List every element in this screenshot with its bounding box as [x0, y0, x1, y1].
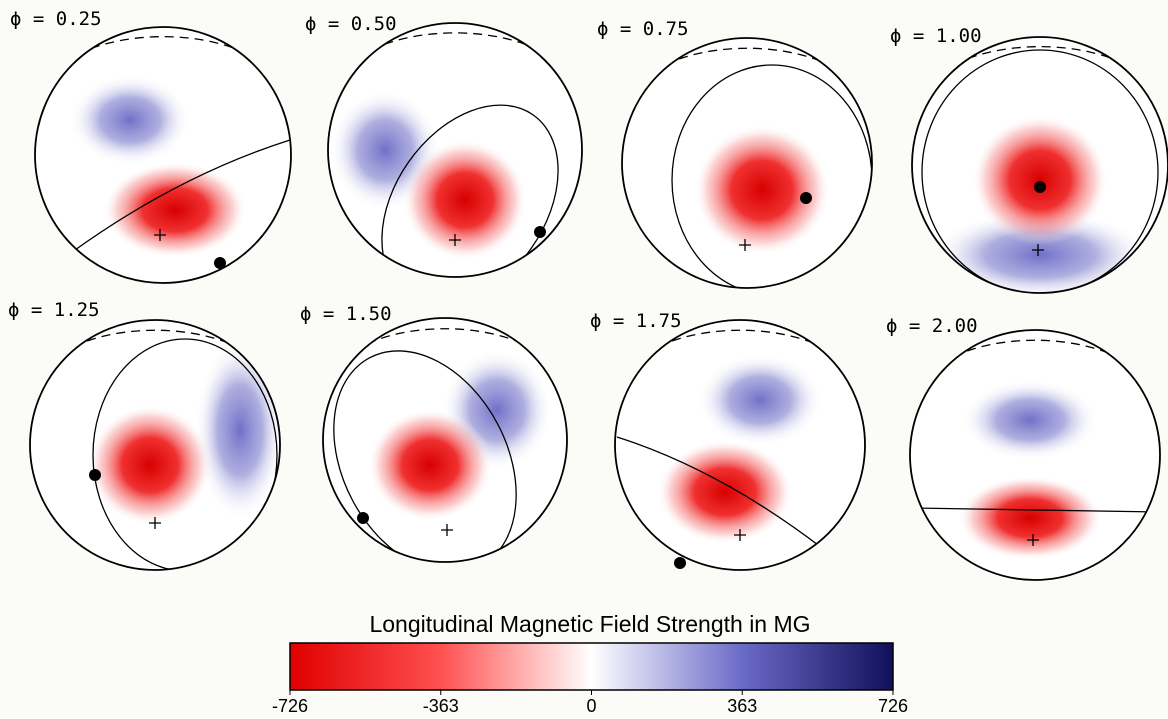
panel: ϕ = 1.25 [8, 299, 285, 571]
phase-label: ϕ = 0.75 [597, 18, 689, 40]
colorbar-tick-label: -726 [272, 696, 308, 716]
phase-label: ϕ = 0.25 [10, 8, 102, 30]
pole-marker [800, 192, 812, 204]
negative-region [958, 476, 1102, 560]
colorbar-tick-label: 363 [727, 696, 757, 716]
colorbar-tick-label: 726 [878, 696, 908, 716]
phase-label: ϕ = 1.75 [590, 310, 682, 332]
negative-region [403, 140, 527, 260]
positive-region [962, 380, 1098, 460]
panel: ϕ = 2.00 [886, 315, 1160, 580]
colorbar [290, 643, 893, 690]
pole-marker [534, 226, 546, 238]
colorbar-tick-label: 0 [586, 696, 596, 716]
positive-region [195, 340, 285, 520]
negative-region [103, 162, 247, 258]
negative-region [694, 125, 830, 255]
negative-region [657, 440, 793, 544]
pole-marker [214, 257, 226, 269]
colorbar-title: Longitudinal Magnetic Field Strength in … [369, 611, 810, 637]
colorbar-tick-label: -363 [423, 696, 459, 716]
negative-region [88, 405, 212, 525]
phase-label: ϕ = 1.25 [8, 299, 100, 321]
pole-marker [89, 469, 101, 481]
pole-marker [1034, 181, 1046, 193]
panel: ϕ = 1.00 [890, 25, 1168, 300]
positive-region [70, 75, 190, 165]
negative-region [972, 115, 1108, 245]
pole-marker [357, 512, 369, 524]
panel: ϕ = 0.75 [597, 18, 872, 295]
positive-region [698, 354, 822, 446]
pole-marker [674, 557, 686, 569]
phase-label: ϕ = 2.00 [886, 315, 978, 337]
figure: Longitudinal Magnetic Field Strength in … [0, 0, 1168, 719]
phase-label: ϕ = 0.50 [305, 13, 397, 35]
negative-region [368, 409, 492, 521]
panel: ϕ = 1.75 [590, 310, 865, 570]
phase-label: ϕ = 1.00 [890, 25, 982, 47]
phase-label: ϕ = 1.50 [300, 303, 392, 325]
panel: ϕ = 0.50 [305, 13, 595, 338]
panel: ϕ = 0.25 [10, 8, 291, 283]
panel: ϕ = 1.50 [297, 303, 567, 605]
